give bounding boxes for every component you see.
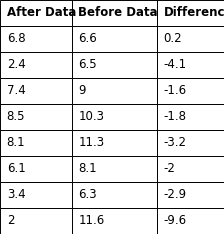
Bar [72, 104, 157, 130]
Bar [0, 78, 72, 104]
Text: Before Data: Before Data [78, 7, 158, 19]
Bar [72, 208, 157, 234]
Bar [0, 130, 72, 156]
Text: 6.6: 6.6 [78, 33, 97, 45]
Text: -3.2: -3.2 [164, 136, 187, 150]
Bar [0, 0, 72, 26]
Text: -9.6: -9.6 [164, 215, 187, 227]
Bar [0, 104, 72, 130]
Bar [0, 208, 72, 234]
Text: -2.9: -2.9 [164, 189, 187, 201]
Text: 6.8: 6.8 [7, 33, 25, 45]
Text: -4.1: -4.1 [164, 58, 187, 72]
Bar [72, 130, 157, 156]
Text: 6.5: 6.5 [78, 58, 97, 72]
Bar [157, 156, 224, 182]
Text: 6.3: 6.3 [78, 189, 97, 201]
Text: 7.4: 7.4 [7, 84, 26, 98]
Bar [72, 26, 157, 52]
Bar [157, 104, 224, 130]
Text: -1.6: -1.6 [164, 84, 187, 98]
Text: -2: -2 [164, 162, 175, 176]
Bar [157, 130, 224, 156]
Bar [72, 0, 157, 26]
Text: 2: 2 [7, 215, 14, 227]
Bar [157, 78, 224, 104]
Bar [72, 52, 157, 78]
Text: 11.6: 11.6 [78, 215, 105, 227]
Bar [157, 182, 224, 208]
Bar [0, 182, 72, 208]
Text: -1.8: -1.8 [164, 110, 187, 124]
Text: 11.3: 11.3 [78, 136, 105, 150]
Bar [0, 26, 72, 52]
Text: 0.2: 0.2 [164, 33, 182, 45]
Text: Difference: Difference [164, 7, 224, 19]
Text: 6.1: 6.1 [7, 162, 26, 176]
Text: 10.3: 10.3 [78, 110, 104, 124]
Bar [157, 52, 224, 78]
Text: After Data: After Data [7, 7, 76, 19]
Text: 8.1: 8.1 [78, 162, 97, 176]
Text: 8.5: 8.5 [7, 110, 25, 124]
Bar [72, 156, 157, 182]
Bar [0, 52, 72, 78]
Bar [72, 78, 157, 104]
Text: 3.4: 3.4 [7, 189, 25, 201]
Text: 2.4: 2.4 [7, 58, 26, 72]
Bar [157, 0, 224, 26]
Bar [157, 26, 224, 52]
Bar [72, 182, 157, 208]
Bar [157, 208, 224, 234]
Text: 8.1: 8.1 [7, 136, 25, 150]
Bar [0, 156, 72, 182]
Text: 9: 9 [78, 84, 86, 98]
